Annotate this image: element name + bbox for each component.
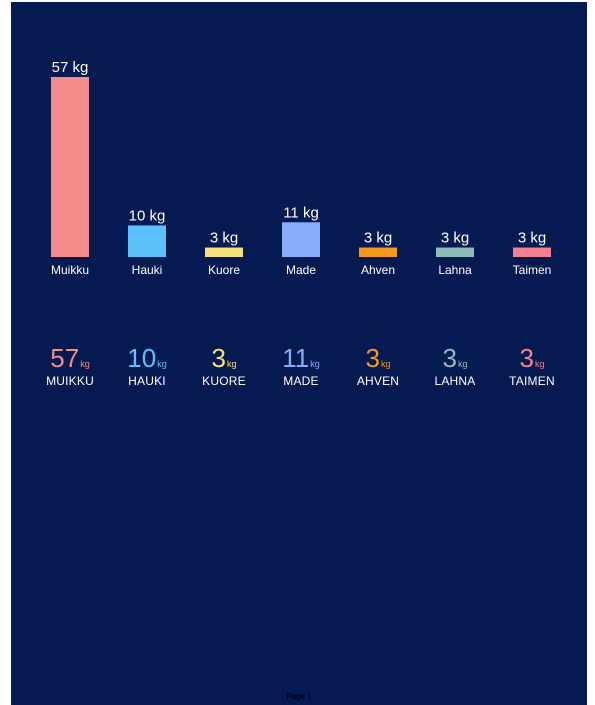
stat-name: LAHNA	[434, 374, 476, 388]
stat-taimen: 3kg TAIMEN	[494, 345, 570, 388]
bar-kuore	[205, 247, 243, 257]
bar-value-label-made: 11 kg	[283, 204, 319, 221]
category-label-hauki: Hauki	[132, 263, 163, 277]
category-label-made: Made	[286, 263, 316, 277]
stat-unit: kg	[310, 359, 320, 369]
stat-lahna: 3kg LAHNA	[417, 345, 493, 388]
bar-made	[282, 222, 320, 257]
stat-name: HAUKI	[128, 374, 166, 388]
bar-ahven	[359, 247, 397, 257]
bar-muikku	[51, 77, 89, 257]
category-label-muikku: Muikku	[51, 263, 89, 277]
stat-value: 10	[127, 343, 157, 373]
category-label-lahna: Lahna	[438, 263, 472, 277]
page-number: Page 1	[286, 692, 312, 701]
stat-value: 3	[365, 343, 380, 373]
stat-name: KUORE	[202, 374, 246, 388]
bar-value-label-hauki: 10 kg	[129, 207, 166, 224]
bar-taimen	[513, 247, 551, 257]
stat-value: 3	[442, 343, 457, 373]
stat-unit: kg	[226, 359, 237, 369]
stat-unit: kg	[157, 359, 167, 369]
stat-made: 11kg MADE	[263, 345, 339, 388]
stat-unit: kg	[380, 359, 391, 369]
stat-value: 3	[211, 343, 226, 373]
category-label-taimen: Taimen	[513, 263, 552, 277]
bar-value-label-lahna: 3 kg	[441, 230, 469, 247]
stat-ahven: 3kg AHVEN	[340, 345, 416, 388]
stat-unit: kg	[534, 359, 545, 369]
stat-name: AHVEN	[356, 374, 400, 388]
stat-value: 57	[50, 343, 80, 373]
bar-value-label-ahven: 3 kg	[364, 230, 392, 247]
stat-unit: kg	[80, 359, 90, 369]
stat-value: 3	[519, 343, 534, 373]
stat-name: MADE	[283, 374, 319, 388]
bar-value-label-muikku: 57 kg	[52, 59, 89, 76]
bar-hauki	[128, 225, 166, 257]
bar-value-label-kuore: 3 kg	[210, 230, 238, 247]
bar-lahna	[436, 247, 474, 257]
stat-name: MUIKKU	[46, 374, 94, 388]
stat-name: TAIMEN	[509, 374, 555, 388]
stat-muikku: 57kg MUIKKU	[32, 345, 108, 388]
stat-value: 11	[282, 343, 310, 373]
stats-row: 57kg MUIKKU 10kg HAUKI 3kg KUORE 11kg MADE 3kg AH…	[11, 345, 587, 405]
category-label-kuore: Kuore	[208, 263, 240, 277]
bar-chart: 57 kg Muikku 10 kg Hauki 3 kg Kuore 11 kg Made 3…	[51, 59, 552, 277]
stat-kuore: 3kg KUORE	[186, 345, 262, 388]
stat-hauki: 10kg HAUKI	[109, 345, 185, 388]
bar-value-label-taimen: 3 kg	[518, 230, 546, 247]
stat-unit: kg	[457, 359, 468, 369]
report-panel: 57 kg Muikku 10 kg Hauki 3 kg Kuore 11 kg Made 3…	[11, 2, 587, 705]
category-label-ahven: Ahven	[361, 263, 395, 277]
